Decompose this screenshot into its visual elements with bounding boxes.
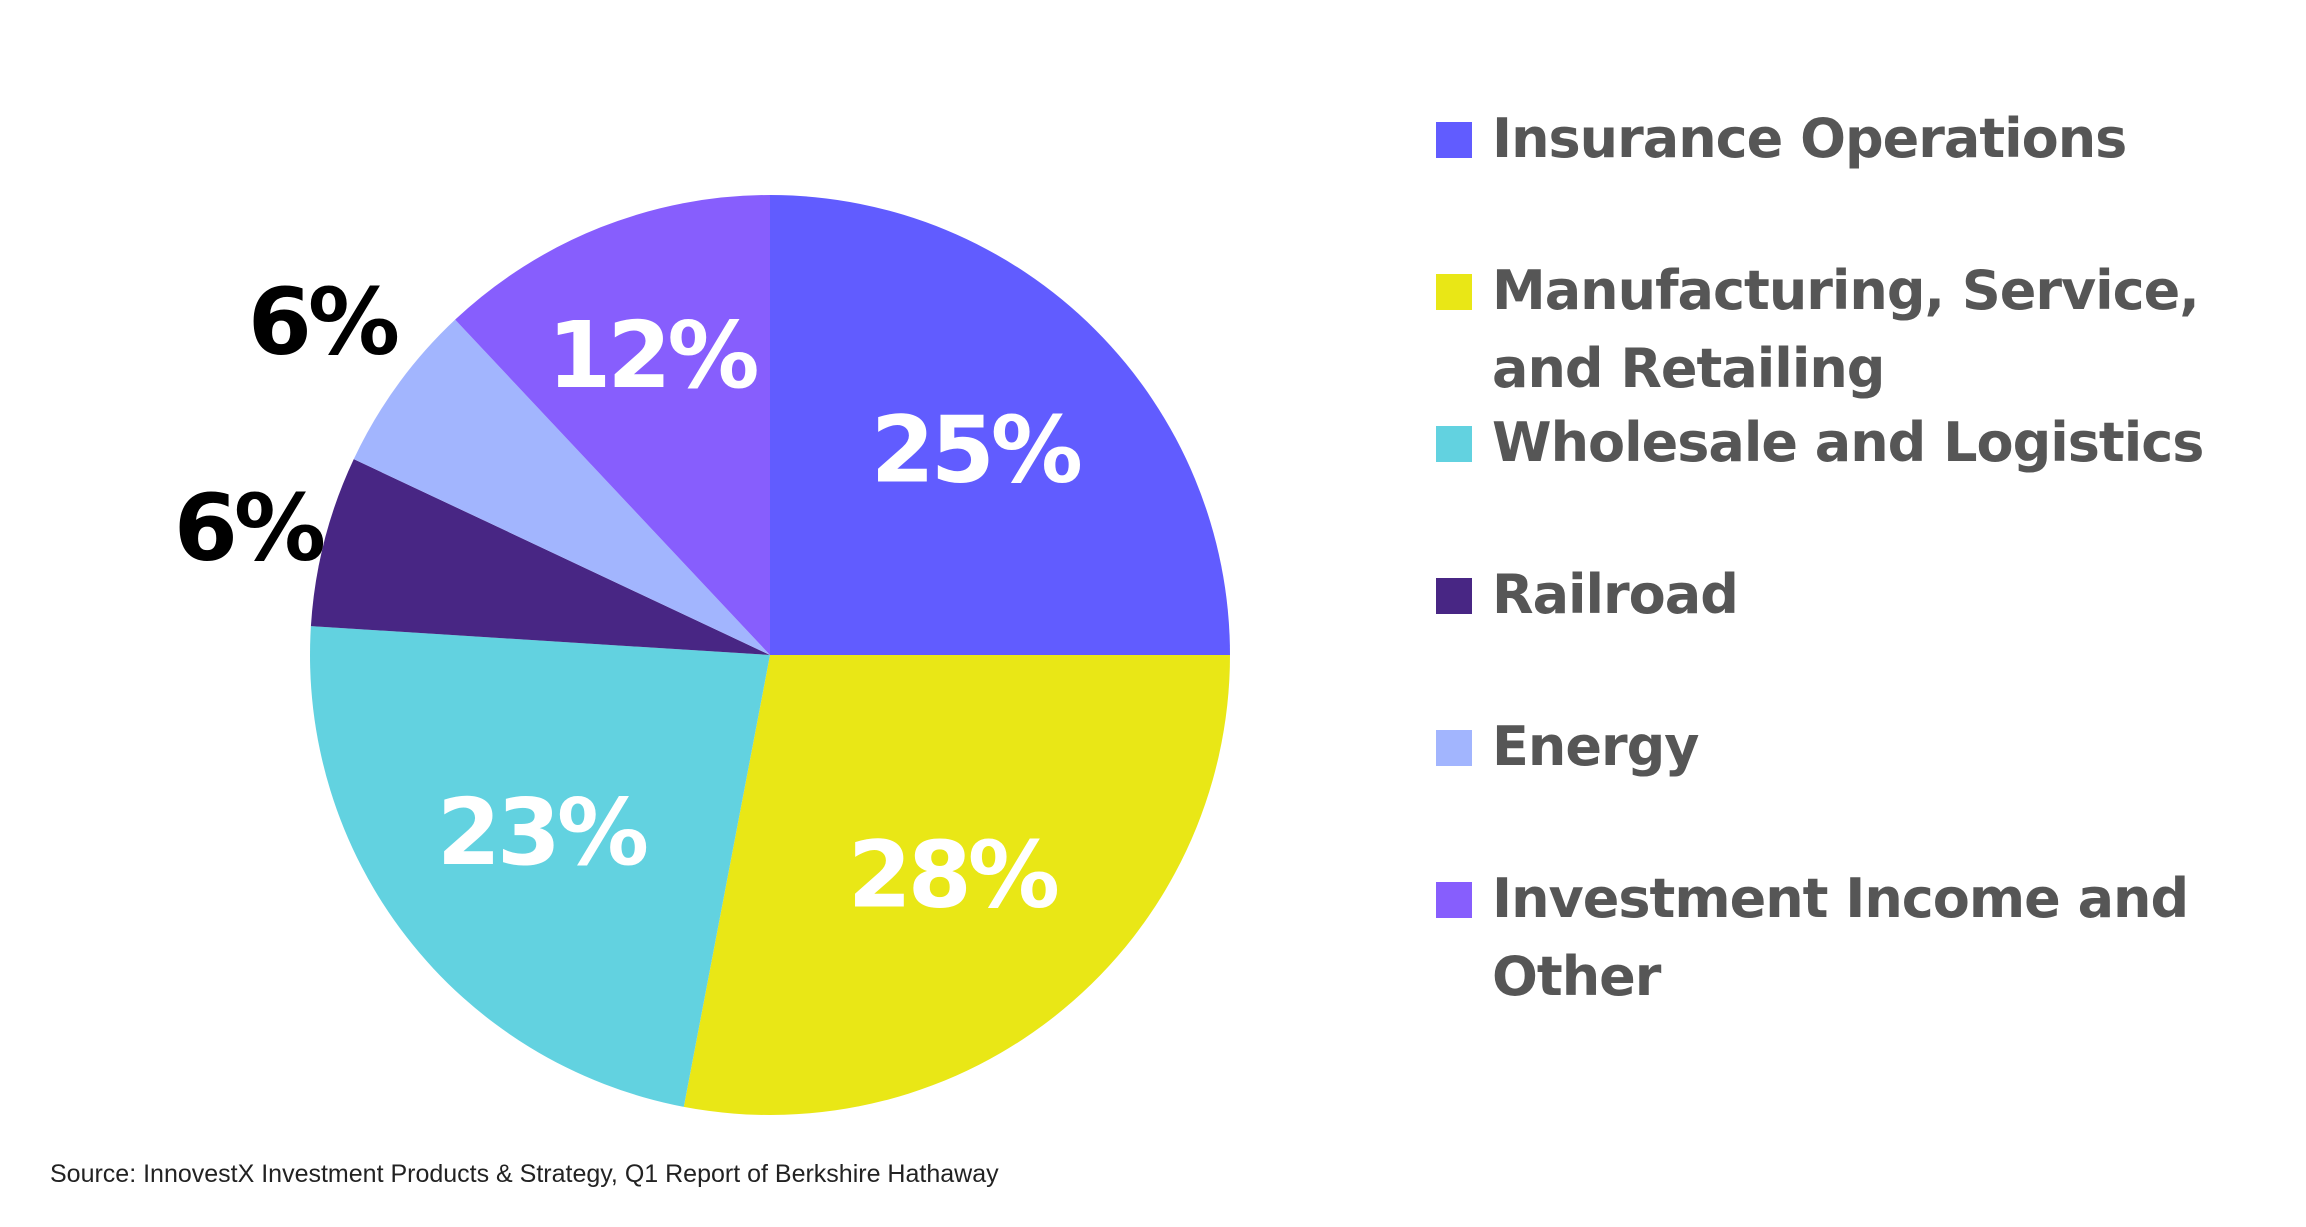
legend-swatch <box>1436 730 1472 766</box>
source-note: Source: InnovestX Investment Products & … <box>50 1160 999 1188</box>
legend-item-insurance-operations: Insurance Operations <box>1436 100 2252 178</box>
legend-label: Insurance Operations <box>1492 107 2127 170</box>
legend-label: Wholesale and Logistics <box>1492 411 2204 474</box>
data-label-insurance-operations: 25% <box>871 397 1081 504</box>
legend-label: Manufacturing, Service, and Retailing <box>1492 259 2200 400</box>
legend-label: Railroad <box>1492 563 1739 626</box>
legend-item-investment-income-other: Investment Income and Other <box>1436 860 2252 1016</box>
pie-slice-energy <box>353 319 770 655</box>
legend-item-manufacturing-service-retailing: Manufacturing, Service, and Retailing <box>1436 252 2252 408</box>
data-label-wholesale-and-logistics: 23% <box>437 779 647 886</box>
legend-swatch <box>1436 122 1472 158</box>
legend-swatch <box>1436 578 1472 614</box>
data-label-manufacturing-service-and-retailing: 28% <box>848 821 1058 928</box>
legend-label: Investment Income and Other <box>1492 867 2189 1008</box>
pie-slice-insurance-operations <box>770 195 1230 655</box>
legend-swatch <box>1436 274 1472 310</box>
legend-swatch <box>1436 882 1472 918</box>
pie-slice-railroad <box>310 459 770 655</box>
data-label-railroad: 6% <box>174 475 324 582</box>
legend-item-energy: Energy <box>1436 708 2252 786</box>
pie-slice-investment-income-and-other <box>455 195 770 655</box>
pie-slice-wholesale-and-logistics <box>310 626 770 1107</box>
legend-item-railroad: Railroad <box>1436 556 2252 634</box>
data-label-investment-income-and-other: 12% <box>547 302 757 409</box>
legend-item-wholesale-logistics: Wholesale and Logistics <box>1436 404 2252 482</box>
legend: Insurance Operations Manufacturing, Serv… <box>1436 100 2276 1040</box>
legend-swatch <box>1436 426 1472 462</box>
pie-slice-manufacturing-service-and-retailing <box>683 655 1230 1115</box>
legend-label: Energy <box>1492 715 1699 778</box>
data-label-energy: 6% <box>248 269 398 376</box>
